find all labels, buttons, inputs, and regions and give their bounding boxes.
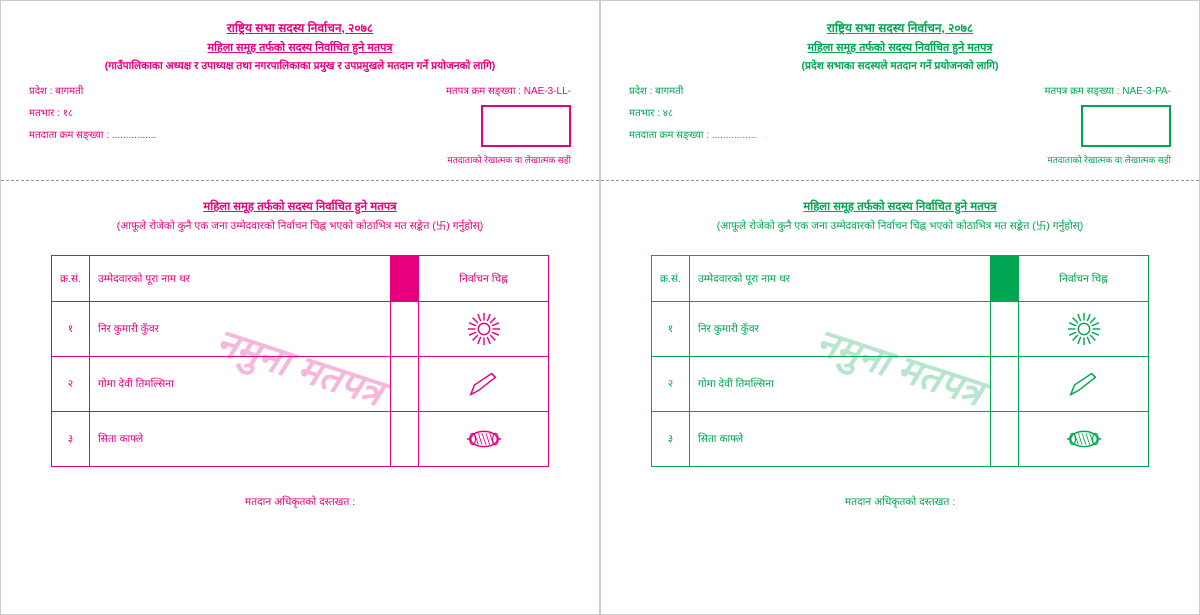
info-grid: प्रदेश : बागमती मतभार : ४८ मतदाता क्रम स… bbox=[629, 83, 1171, 166]
subheading: महिला समूह तर्फको सदस्य निर्वाचित हुने म… bbox=[29, 199, 571, 214]
right-info: मतपत्र क्रम सङ्ख्या : NAE-3-LL- मतदाताको… bbox=[446, 83, 571, 166]
ballot-header: राष्ट्रिय सभा सदस्य निर्वाचन, २०७८ महिला… bbox=[29, 19, 571, 73]
divider-strip bbox=[391, 302, 419, 357]
candidate-table: क्र.सं. उम्मेदवारको पूरा नाम थर निर्वाचन… bbox=[651, 255, 1149, 467]
title-line2: महिला समूह तर्फको सदस्य निर्वाचित हुने म… bbox=[629, 40, 1171, 55]
table-row: १ निर कुमारी कुँवर bbox=[52, 302, 549, 357]
matbhar-label: मतभार : bbox=[629, 108, 660, 119]
candidate-name: निर कुमारी कुँवर bbox=[690, 302, 991, 357]
table-row: २ गोमा देवी तिमल्सिना bbox=[52, 357, 549, 412]
candidate-sn: ३ bbox=[652, 412, 690, 467]
table-row: २ गोमा देवी तिमल्सिना bbox=[652, 357, 1149, 412]
info-grid: प्रदेश : बागमती मतभार : १८ मतदाता क्रम स… bbox=[29, 83, 571, 166]
title-line3: (प्रदेश सभाका सदस्यले मतदान गर्ने प्रयोज… bbox=[629, 59, 1171, 73]
pradesh-value: बागमती bbox=[55, 86, 83, 97]
officer-signature: मतदान अधिकृतको दस्तखत : bbox=[629, 495, 1171, 509]
title-line2: महिला समूह तर्फको सदस्य निर्वाचित हुने म… bbox=[29, 40, 571, 55]
divider-strip bbox=[991, 357, 1019, 412]
ballot-sn-label: मतपत्र क्रम सङ्ख्या : bbox=[1044, 86, 1119, 97]
ballot-green: राष्ट्रिय सभा सदस्य निर्वाचन, २०७८ महिला… bbox=[600, 0, 1200, 615]
title-line1: राष्ट्रिय सभा सदस्य निर्वाचन, २०७८ bbox=[29, 19, 571, 36]
instruction: (आफूले रोजेको कुनै एक जना उम्मेदवारको नि… bbox=[29, 218, 571, 233]
candidate-sn: २ bbox=[52, 357, 90, 412]
divider-strip bbox=[391, 412, 419, 467]
officer-signature: मतदान अधिकृतको दस्तखत : bbox=[29, 495, 571, 509]
candidate-name: सिता काफ्ले bbox=[690, 412, 991, 467]
candidate-symbol bbox=[419, 302, 549, 357]
divider-strip bbox=[991, 412, 1019, 467]
voter-sn-value: ................ bbox=[112, 130, 156, 141]
col-sn-header: क्र.सं. bbox=[652, 256, 690, 302]
pradesh-label: प्रदेश : bbox=[629, 86, 652, 97]
table-row: ३ सिता काफ्ले bbox=[52, 412, 549, 467]
candidate-name: गोमा देवी तिमल्सिना bbox=[690, 357, 991, 412]
pradesh-value: बागमती bbox=[655, 86, 683, 97]
table-header-row: क्र.सं. उम्मेदवारको पूरा नाम थर निर्वाचन… bbox=[652, 256, 1149, 302]
matbhar-value: ४८ bbox=[663, 108, 673, 119]
signature-box bbox=[1081, 105, 1171, 147]
title-line1: राष्ट्रिय सभा सदस्य निर्वाचन, २०७८ bbox=[629, 19, 1171, 36]
table-header-row: क्र.सं. उम्मेदवारको पूरा नाम थर निर्वाचन… bbox=[52, 256, 549, 302]
table-wrap: क्र.सं. उम्मेदवारको पूरा नाम थर निर्वाचन… bbox=[629, 255, 1171, 467]
voter-sn-label: मतदाता क्रम सङ्ख्या : bbox=[629, 130, 709, 141]
title-line3: (गाउँपालिकाका अध्यक्ष र उपाध्यक्ष तथा नग… bbox=[29, 59, 571, 73]
ballot-sn-value: NAE-3-PA- bbox=[1122, 86, 1171, 97]
candidate-name: गोमा देवी तिमल्सिना bbox=[90, 357, 391, 412]
signature-label: मतदाताको रेखात्मक वा लेखात्मक सही bbox=[446, 153, 571, 166]
candidate-name: सिता काफ्ले bbox=[90, 412, 391, 467]
col-sn-header: क्र.सं. bbox=[52, 256, 90, 302]
signature-box bbox=[481, 105, 571, 147]
ballot-sn-label: मतपत्र क्रम सङ्ख्या : bbox=[446, 86, 521, 97]
subheading: महिला समूह तर्फको सदस्य निर्वाचित हुने म… bbox=[629, 199, 1171, 214]
candidate-symbol bbox=[1019, 302, 1149, 357]
table-row: १ निर कुमारी कुँवर bbox=[652, 302, 1149, 357]
candidate-symbol bbox=[419, 412, 549, 467]
col-name-header: उम्मेदवारको पूरा नाम थर bbox=[90, 256, 391, 302]
candidate-sn: ३ bbox=[52, 412, 90, 467]
voter-sn-label: मतदाता क्रम सङ्ख्या : bbox=[29, 130, 109, 141]
matbhar-label: मतभार : bbox=[29, 108, 60, 119]
matbhar-value: १८ bbox=[63, 108, 73, 119]
candidate-name: निर कुमारी कुँवर bbox=[90, 302, 391, 357]
candidate-sn: २ bbox=[652, 357, 690, 412]
table-row: ३ सिता काफ्ले bbox=[652, 412, 1149, 467]
candidate-symbol bbox=[419, 357, 549, 412]
pradesh-label: प्रदेश : bbox=[29, 86, 52, 97]
col-symbol-header: निर्वाचन चिह्न bbox=[1019, 256, 1149, 302]
perforation-line bbox=[1, 180, 599, 181]
candidate-table: क्र.सं. उम्मेदवारको पूरा नाम थर निर्वाचन… bbox=[51, 255, 549, 467]
candidate-symbol bbox=[1019, 357, 1149, 412]
right-info: मतपत्र क्रम सङ्ख्या : NAE-3-PA- मतदाताको… bbox=[1044, 83, 1171, 166]
voter-sn-value: ................ bbox=[712, 130, 756, 141]
candidate-sn: १ bbox=[52, 302, 90, 357]
ballot-sn-value: NAE-3-LL- bbox=[524, 86, 571, 97]
candidate-sn: १ bbox=[652, 302, 690, 357]
instruction: (आफूले रोजेको कुनै एक जना उम्मेदवारको नि… bbox=[629, 218, 1171, 233]
signature-label: मतदाताको रेखात्मक वा लेखात्मक सही bbox=[1044, 153, 1171, 166]
col-symbol-header: निर्वाचन चिह्न bbox=[419, 256, 549, 302]
col-name-header: उम्मेदवारको पूरा नाम थर bbox=[690, 256, 991, 302]
ballot-header: राष्ट्रिय सभा सदस्य निर्वाचन, २०७८ महिला… bbox=[629, 19, 1171, 73]
divider-strip bbox=[991, 302, 1019, 357]
left-info: प्रदेश : बागमती मतभार : १८ मतदाता क्रम स… bbox=[29, 83, 156, 166]
left-info: प्रदेश : बागमती मतभार : ४८ मतदाता क्रम स… bbox=[629, 83, 756, 166]
candidate-symbol bbox=[1019, 412, 1149, 467]
table-wrap: क्र.सं. उम्मेदवारको पूरा नाम थर निर्वाचन… bbox=[29, 255, 571, 467]
divider-strip bbox=[391, 256, 419, 302]
ballot-pink: राष्ट्रिय सभा सदस्य निर्वाचन, २०७८ महिला… bbox=[0, 0, 600, 615]
divider-strip bbox=[391, 357, 419, 412]
divider-strip bbox=[991, 256, 1019, 302]
perforation-line bbox=[601, 180, 1199, 181]
